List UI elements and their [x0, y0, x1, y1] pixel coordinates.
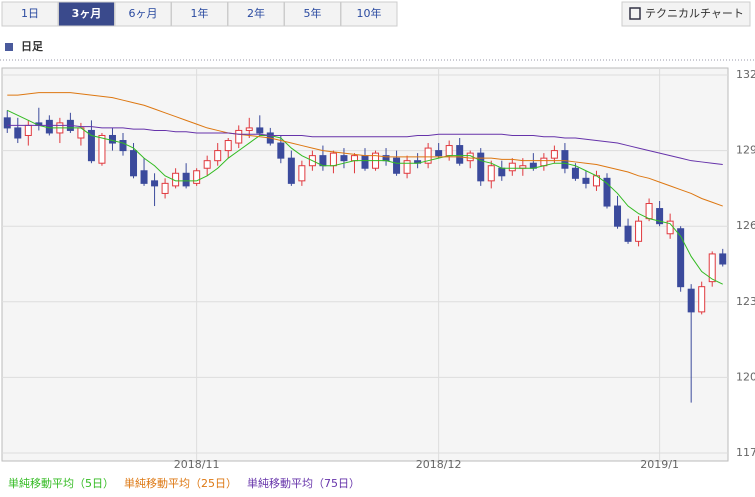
candle-body — [214, 150, 222, 162]
candle-body — [108, 134, 116, 144]
candle-body — [424, 147, 432, 164]
candle-body — [235, 129, 243, 144]
candle-body — [719, 253, 727, 265]
tab-label[interactable]: 10年 — [357, 6, 382, 20]
candle-body — [298, 165, 306, 182]
candle-body — [477, 152, 485, 182]
candle-body — [603, 177, 611, 207]
candle-body — [698, 286, 706, 313]
candle-body — [614, 205, 622, 227]
candle-body — [540, 157, 548, 167]
candle-body — [456, 145, 464, 164]
candle-body — [361, 155, 369, 169]
candle-body — [435, 150, 443, 157]
y-tick-label: 132 — [736, 68, 755, 81]
candle-body — [245, 127, 253, 131]
candle-body — [508, 162, 516, 172]
candle-body — [203, 160, 211, 169]
tab-label[interactable]: 1日 — [21, 7, 39, 20]
y-tick-label: 129 — [736, 144, 755, 157]
section-title: 日足 — [21, 40, 44, 53]
moving-average — [7, 92, 723, 207]
candle-body — [87, 129, 95, 162]
tab[interactable] — [58, 1, 115, 27]
candle-body — [277, 142, 285, 159]
candle-body — [350, 155, 358, 162]
candle-body — [498, 167, 506, 177]
legend-entry: 単純移動平均（25日） — [124, 476, 237, 490]
candle-body — [635, 220, 643, 242]
candle-body — [24, 124, 32, 136]
moving-average — [7, 109, 723, 285]
candle-body — [14, 127, 22, 139]
candle-body — [256, 127, 264, 134]
y-tick-label: 123 — [736, 295, 755, 308]
y-tick-label: 126 — [736, 219, 755, 232]
candle-body — [340, 155, 348, 162]
tab-label[interactable]: 1年 — [191, 6, 209, 20]
candle-body — [582, 177, 590, 184]
candle-body — [151, 180, 159, 187]
tab[interactable] — [1, 1, 59, 27]
x-tick-label: 2018/12 — [416, 458, 462, 471]
candle-body — [445, 145, 453, 157]
tab[interactable] — [227, 1, 285, 27]
tab-label[interactable]: 5年 — [304, 6, 322, 20]
legend-entry: 単純移動平均（75日） — [247, 476, 360, 490]
x-tick-label: 2019/1 — [640, 458, 679, 471]
button-label[interactable]: テクニカルチャート — [645, 7, 744, 20]
candle-body — [393, 157, 401, 174]
section-icon — [5, 43, 13, 51]
candle-body — [708, 253, 716, 283]
y-tick-label: 117 — [736, 446, 755, 459]
legend-entry: 単純移動平均（5日） — [8, 476, 114, 490]
tab-label[interactable]: 2年 — [247, 6, 265, 20]
x-tick-label: 2018/11 — [174, 458, 220, 471]
candle-body — [45, 119, 53, 134]
tab[interactable] — [284, 1, 341, 27]
plot-area — [1, 67, 729, 462]
candle-body — [561, 150, 569, 169]
candle-body — [119, 140, 127, 152]
candle-body — [571, 167, 579, 179]
moving-average — [7, 124, 723, 165]
tab-bar: 1日 3ヶ月 6ヶ月 1年 2年 5年 10年 — [1, 1, 398, 27]
candle-body — [487, 165, 495, 182]
candle-body — [645, 203, 653, 220]
technical-button[interactable] — [621, 1, 751, 27]
candle-body — [161, 182, 169, 194]
y-tick-label: 120 — [736, 370, 755, 383]
candle-body — [182, 172, 190, 187]
candle-body — [687, 288, 695, 313]
candle-body — [98, 134, 106, 164]
tab[interactable] — [340, 1, 398, 27]
button-icon — [629, 7, 641, 20]
candle-body — [624, 225, 632, 242]
tab[interactable] — [114, 1, 172, 27]
candle-body — [287, 157, 295, 184]
candle-body — [140, 170, 148, 184]
candle-body — [403, 160, 411, 174]
candle-body — [3, 117, 11, 129]
tab-label[interactable]: 6ヶ月 — [129, 7, 158, 20]
tab-label[interactable]: 3ヶ月 — [72, 7, 102, 20]
candle-body — [677, 228, 685, 288]
candle-body — [550, 150, 558, 159]
candle-body — [656, 208, 664, 225]
candle-body — [130, 150, 138, 177]
candle-body — [224, 140, 232, 152]
candle-body — [329, 152, 337, 167]
candle-body — [193, 170, 201, 184]
